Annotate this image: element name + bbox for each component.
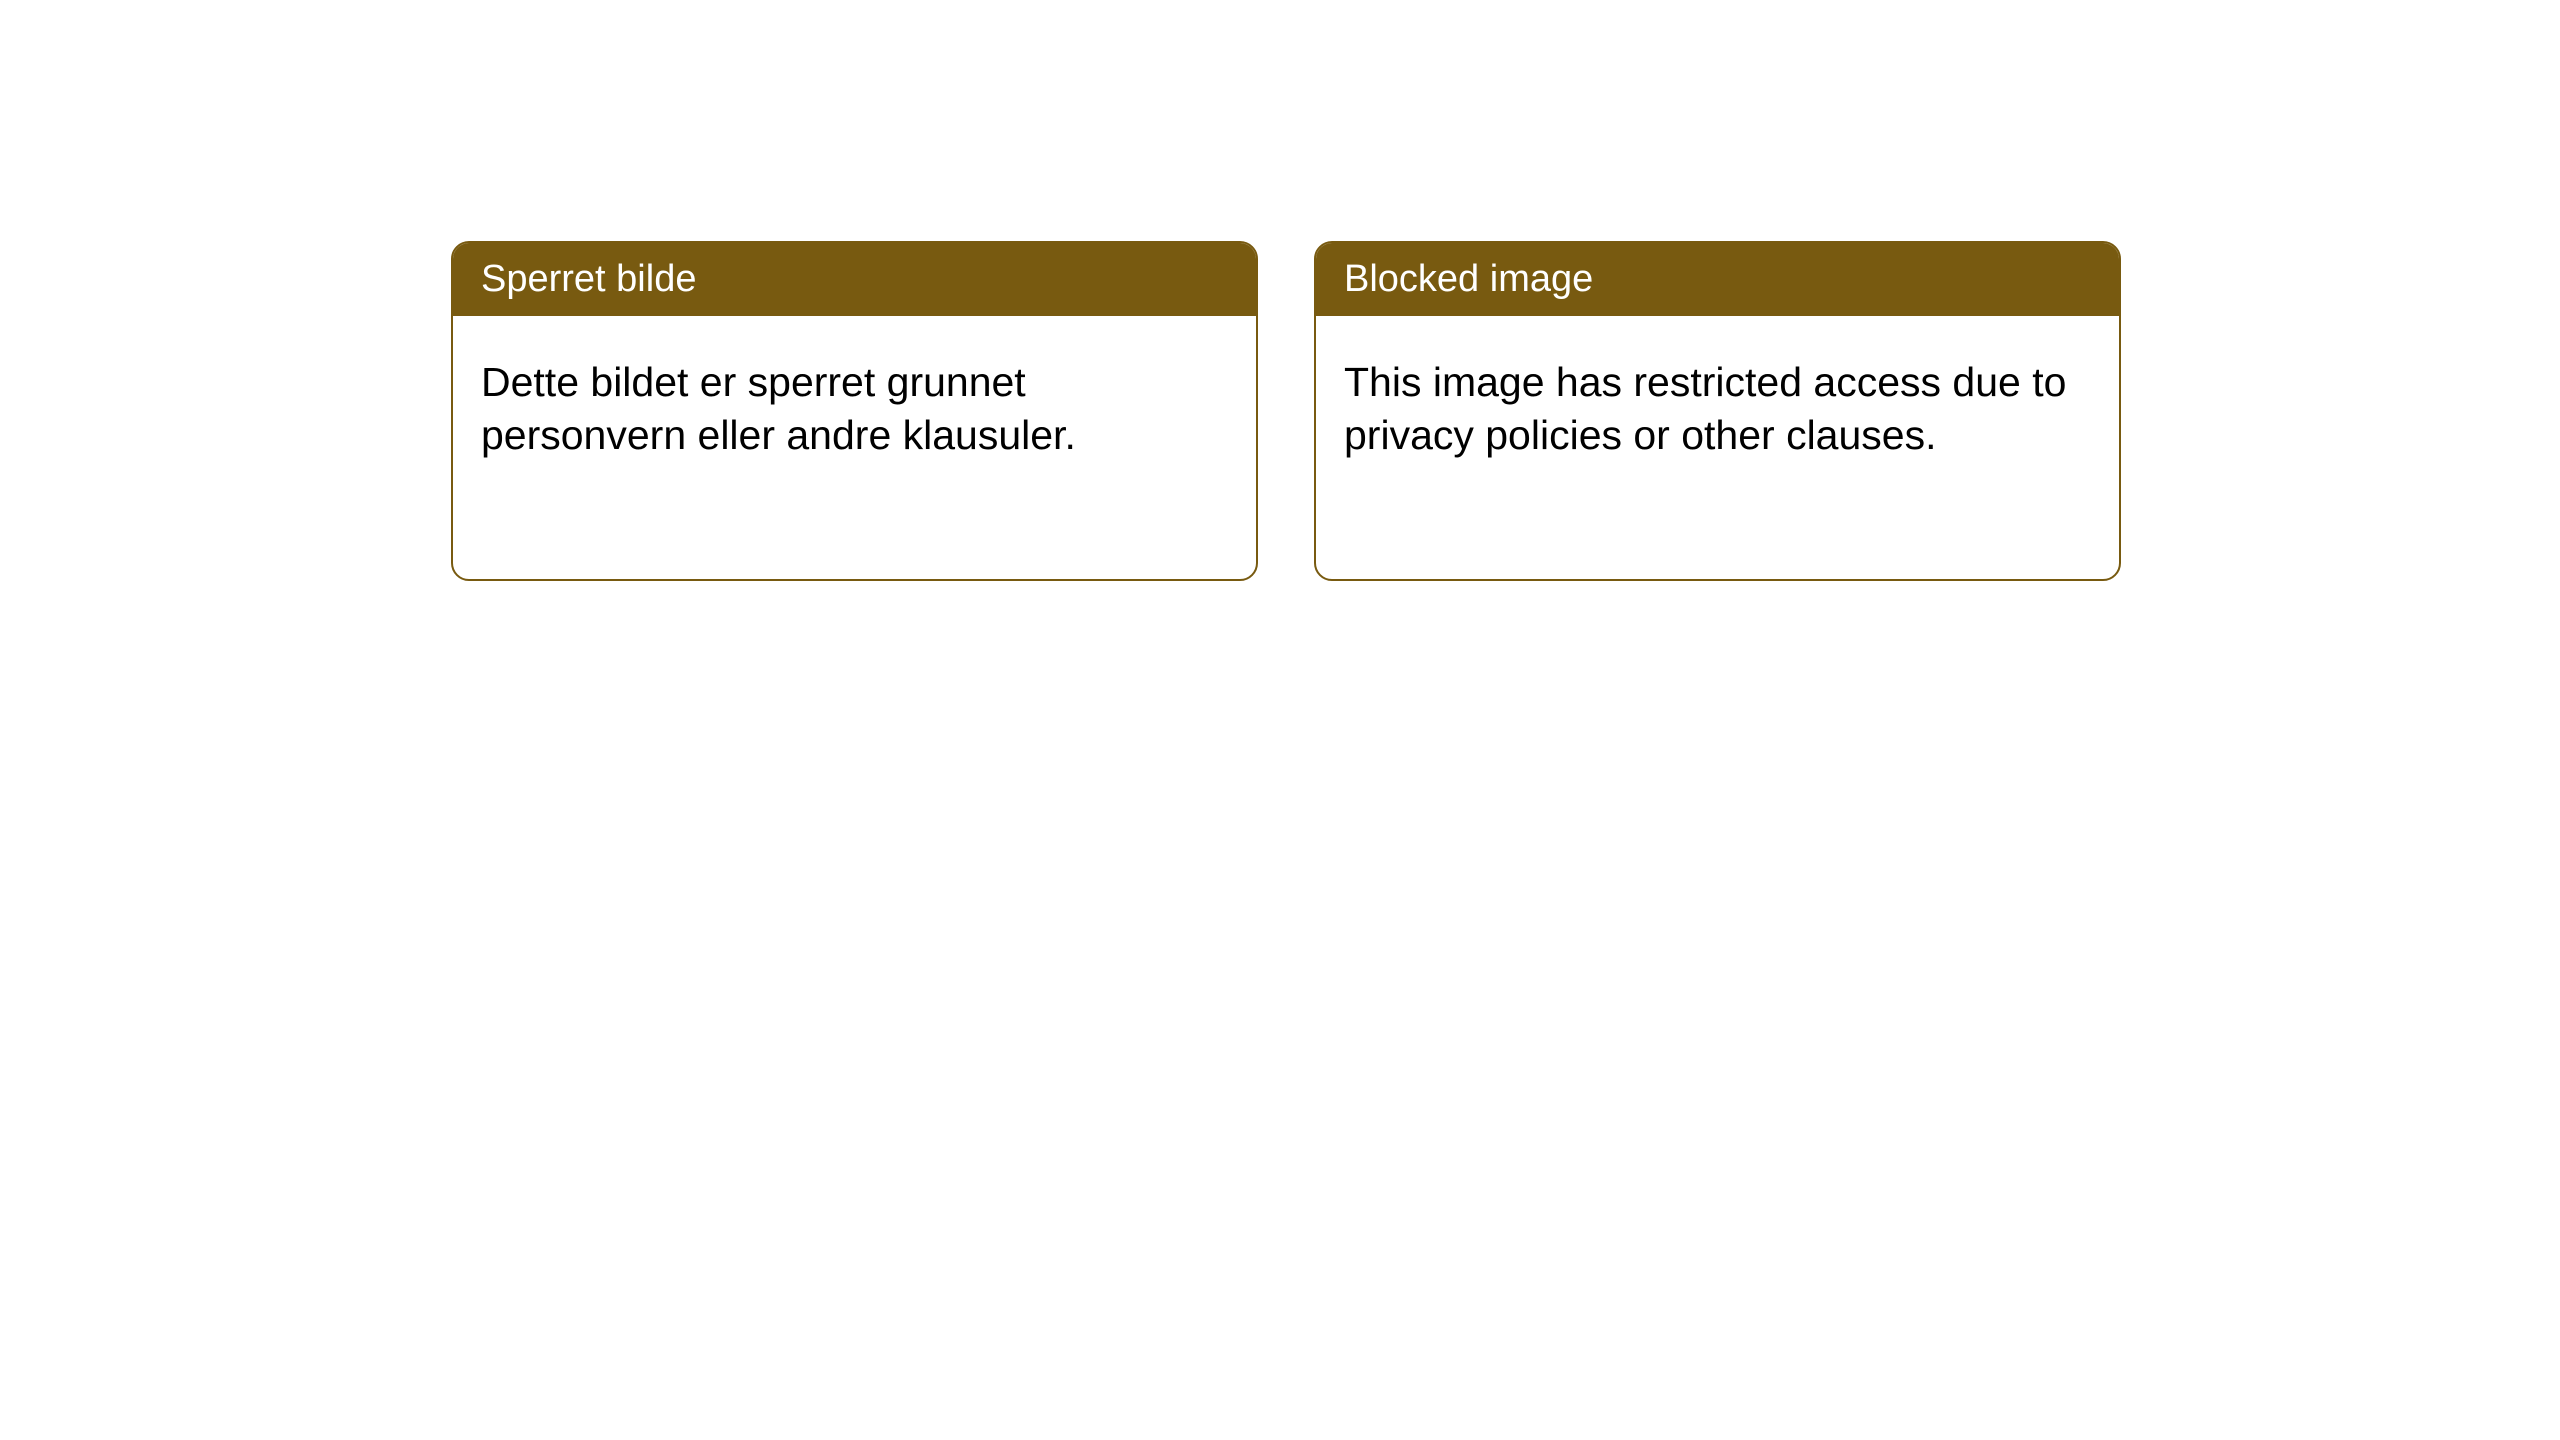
card-body-norwegian: Dette bildet er sperret grunnet personve… xyxy=(453,316,1256,501)
card-header-norwegian: Sperret bilde xyxy=(453,243,1256,316)
card-english: Blocked image This image has restricted … xyxy=(1314,241,2121,581)
card-body-english: This image has restricted access due to … xyxy=(1316,316,2119,501)
cards-container: Sperret bilde Dette bildet er sperret gr… xyxy=(0,0,2560,581)
card-title-english: Blocked image xyxy=(1344,258,1593,300)
card-title-norwegian: Sperret bilde xyxy=(481,258,696,300)
card-norwegian: Sperret bilde Dette bildet er sperret gr… xyxy=(451,241,1258,581)
card-text-english: This image has restricted access due to … xyxy=(1344,359,2066,457)
card-text-norwegian: Dette bildet er sperret grunnet personve… xyxy=(481,359,1076,457)
card-header-english: Blocked image xyxy=(1316,243,2119,316)
